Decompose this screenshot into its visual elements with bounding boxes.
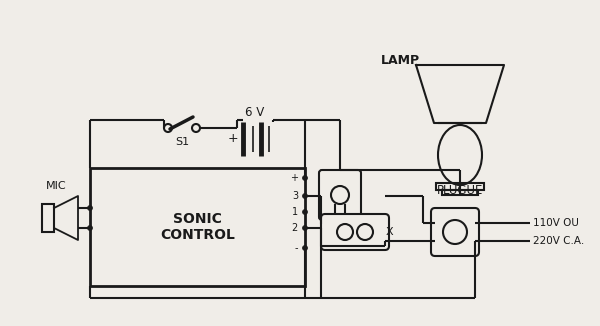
Text: 110V OU: 110V OU bbox=[533, 218, 579, 228]
Ellipse shape bbox=[438, 125, 482, 185]
Text: PLUGUE: PLUGUE bbox=[437, 184, 483, 197]
Text: 220V C.A.: 220V C.A. bbox=[533, 236, 584, 246]
Circle shape bbox=[302, 194, 308, 199]
Text: S1: S1 bbox=[175, 137, 189, 147]
Text: SONIC
CONTROL: SONIC CONTROL bbox=[160, 212, 235, 242]
Text: +: + bbox=[290, 173, 298, 183]
FancyBboxPatch shape bbox=[319, 170, 361, 220]
Text: 2: 2 bbox=[292, 223, 298, 233]
Text: MIC: MIC bbox=[46, 181, 67, 191]
FancyBboxPatch shape bbox=[321, 214, 389, 250]
Bar bbox=[436, 183, 484, 190]
Text: LAMP: LAMP bbox=[380, 53, 419, 67]
Circle shape bbox=[302, 226, 308, 230]
Text: -: - bbox=[295, 243, 298, 253]
Text: +: + bbox=[227, 131, 238, 144]
FancyBboxPatch shape bbox=[431, 208, 479, 256]
Circle shape bbox=[88, 205, 92, 211]
Circle shape bbox=[302, 210, 308, 215]
Bar bbox=[442, 190, 478, 195]
Polygon shape bbox=[416, 65, 504, 123]
Circle shape bbox=[302, 245, 308, 250]
Text: 6 V: 6 V bbox=[245, 106, 265, 118]
Text: X: X bbox=[385, 227, 393, 237]
Polygon shape bbox=[54, 196, 78, 240]
Text: 1: 1 bbox=[292, 207, 298, 217]
Circle shape bbox=[88, 226, 92, 230]
Bar bbox=[90, 168, 305, 286]
Text: 3: 3 bbox=[292, 191, 298, 201]
Circle shape bbox=[302, 175, 308, 181]
Bar bbox=[42, 204, 54, 232]
